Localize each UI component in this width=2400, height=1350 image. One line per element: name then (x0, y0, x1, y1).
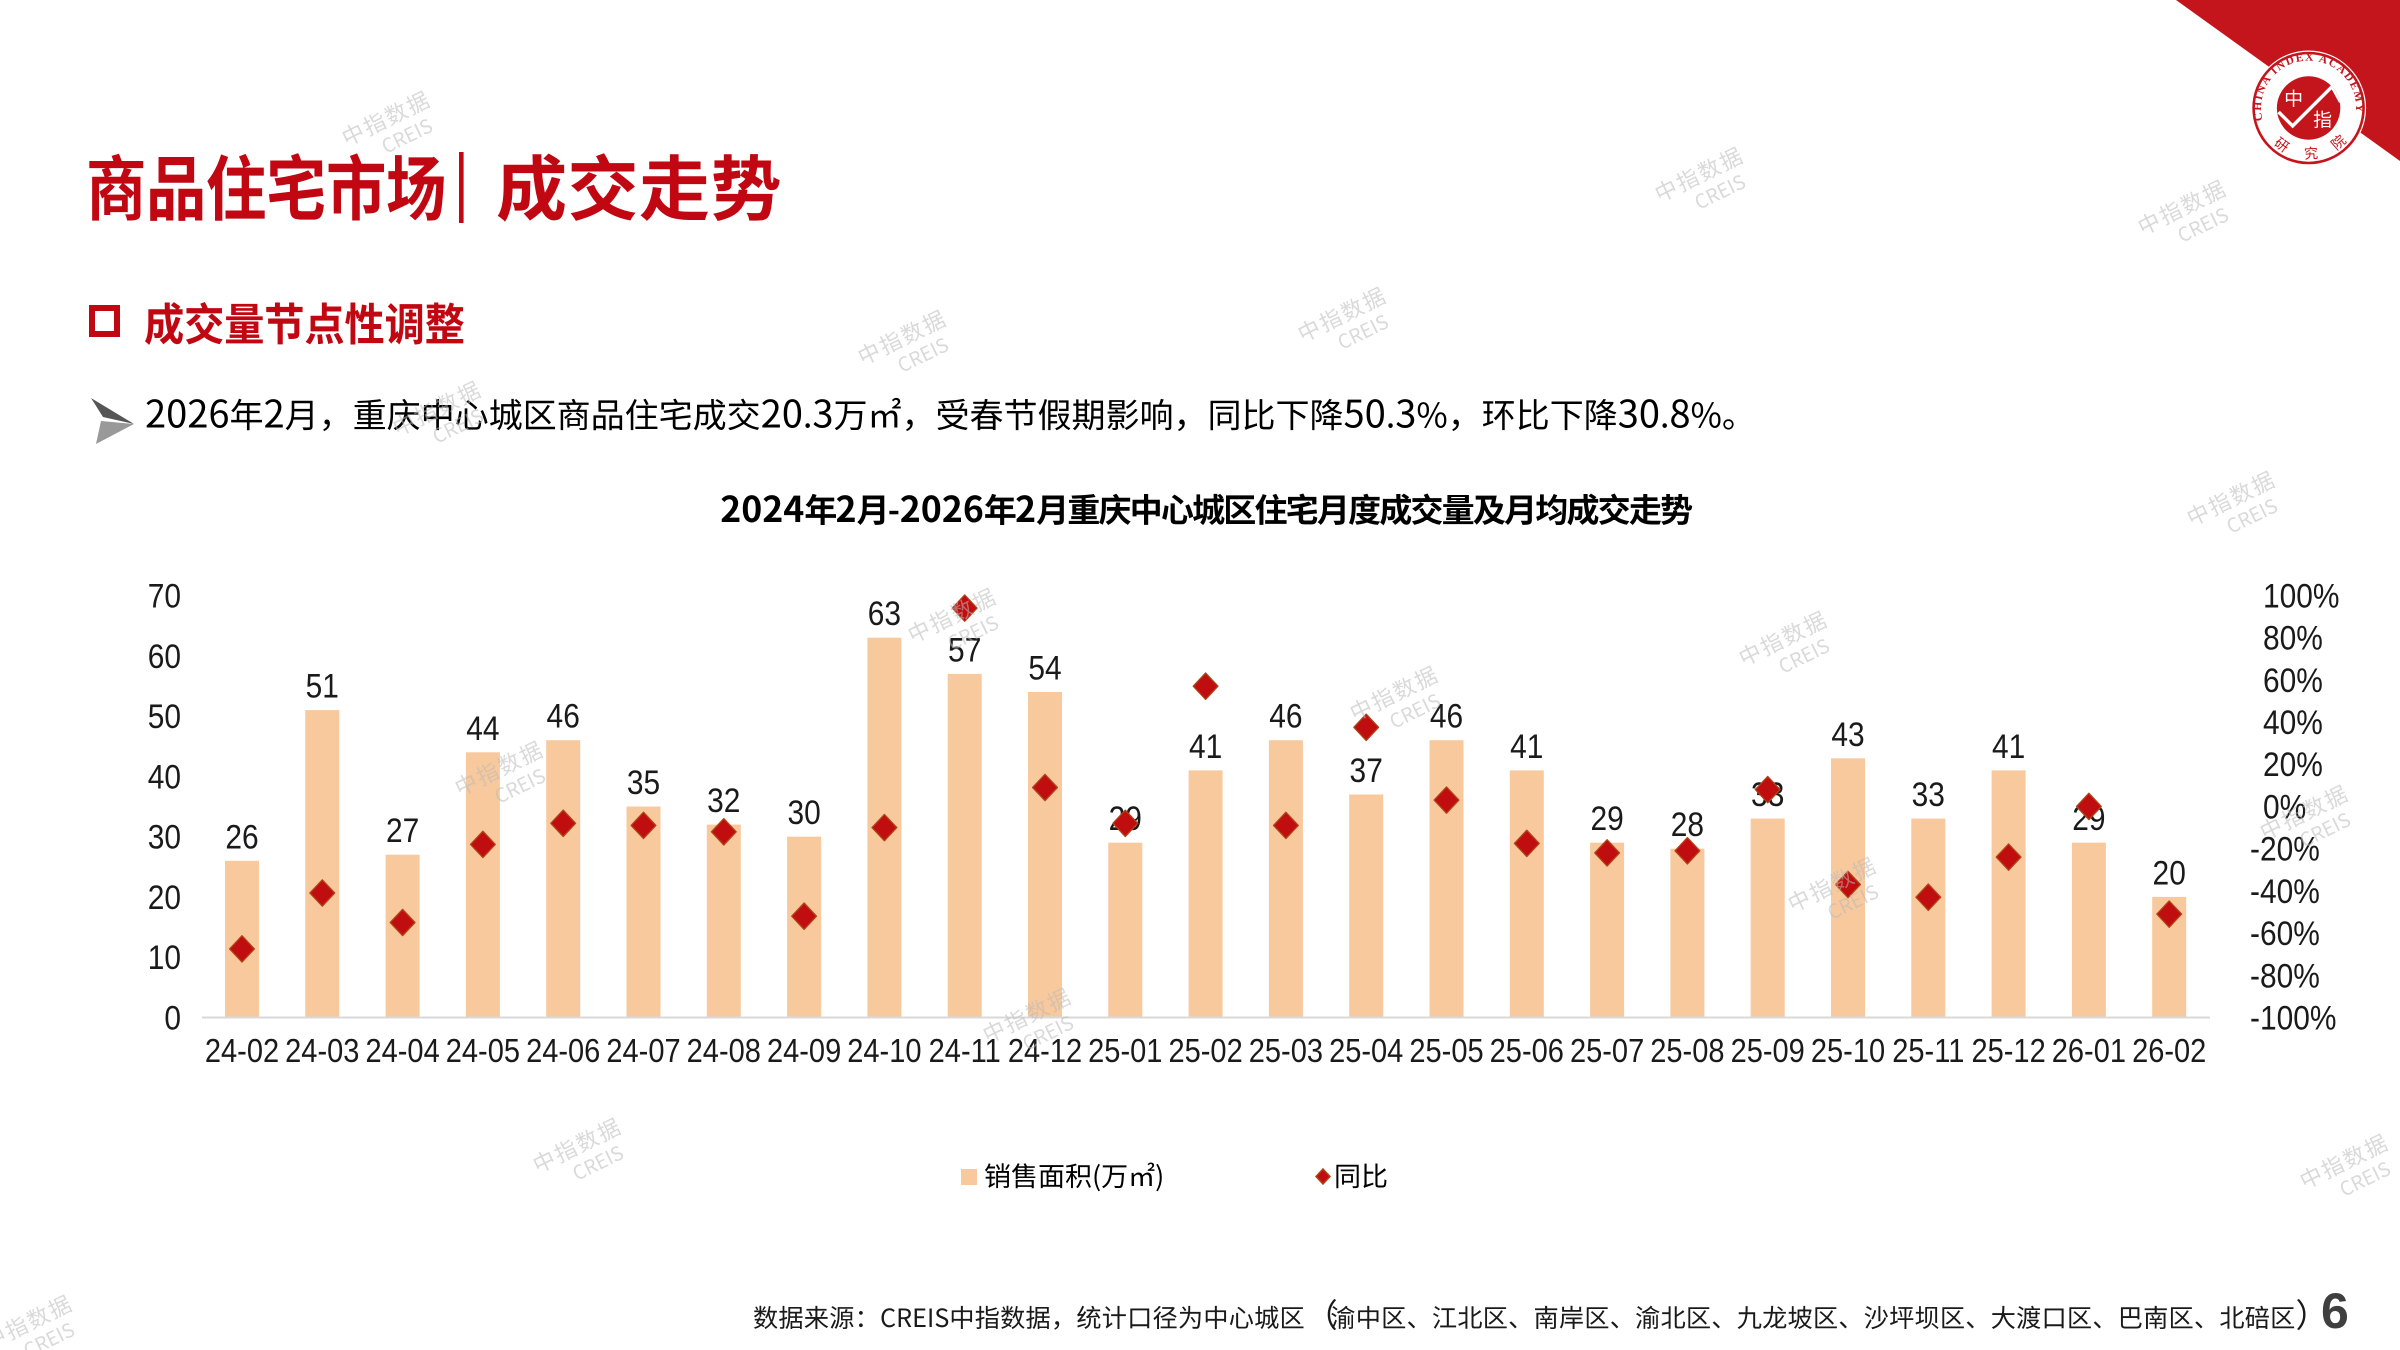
svg-text:24-09: 24-09 (767, 1032, 841, 1069)
svg-text:46: 46 (1430, 697, 1463, 735)
svg-text:25-05: 25-05 (1409, 1032, 1483, 1069)
svg-text:37: 37 (1350, 751, 1383, 789)
svg-text:-100%: -100% (2250, 999, 2336, 1037)
svg-text:27: 27 (386, 811, 419, 849)
svg-text:63: 63 (868, 594, 901, 632)
svg-text:25-10: 25-10 (1811, 1032, 1885, 1069)
svg-text:54: 54 (1028, 649, 1061, 687)
svg-text:41: 41 (1189, 727, 1222, 765)
svg-text:24-05: 24-05 (446, 1032, 520, 1069)
svg-text:40: 40 (148, 758, 181, 796)
svg-text:41: 41 (1992, 727, 2025, 765)
svg-text:24-04: 24-04 (365, 1032, 439, 1069)
svg-text:6: 6 (2321, 1283, 2349, 1339)
svg-text:-80%: -80% (2250, 957, 2320, 995)
svg-text:24-06: 24-06 (526, 1032, 600, 1069)
svg-text:51: 51 (306, 667, 339, 705)
svg-text:60%: 60% (2263, 661, 2323, 699)
svg-text:25-04: 25-04 (1329, 1032, 1403, 1069)
svg-text:25-12: 25-12 (1971, 1032, 2045, 1069)
svg-text:25-09: 25-09 (1731, 1032, 1805, 1069)
svg-text:-20%: -20% (2250, 830, 2320, 868)
svg-text:24-12: 24-12 (1008, 1032, 1082, 1069)
svg-text:60: 60 (148, 637, 181, 675)
svg-text:24-08: 24-08 (687, 1032, 761, 1069)
svg-text:25-01: 25-01 (1088, 1032, 1162, 1069)
svg-text:32: 32 (707, 781, 740, 819)
svg-text:0: 0 (164, 999, 181, 1037)
svg-text:25-08: 25-08 (1650, 1032, 1724, 1069)
svg-text:35: 35 (627, 763, 660, 801)
svg-text:20%: 20% (2263, 745, 2323, 783)
svg-text:46: 46 (1269, 697, 1302, 735)
svg-text:30: 30 (148, 818, 181, 856)
svg-text:26-02: 26-02 (2132, 1032, 2206, 1069)
svg-text:100%: 100% (2263, 577, 2340, 615)
svg-text:-60%: -60% (2250, 914, 2320, 952)
svg-text:44: 44 (466, 709, 499, 747)
svg-text:26: 26 (225, 818, 258, 856)
svg-text:40%: 40% (2263, 703, 2323, 741)
svg-text:25-02: 25-02 (1168, 1032, 1242, 1069)
svg-text:41: 41 (1510, 727, 1543, 765)
svg-text:25-06: 25-06 (1490, 1032, 1564, 1069)
svg-text:20: 20 (2153, 854, 2186, 892)
svg-text:70: 70 (148, 577, 181, 615)
svg-text:50: 50 (148, 697, 181, 735)
svg-text:43: 43 (1831, 715, 1864, 753)
svg-text:24-10: 24-10 (847, 1032, 921, 1069)
svg-text:26-01: 26-01 (2052, 1032, 2126, 1069)
svg-text:25-07: 25-07 (1570, 1032, 1644, 1069)
svg-text:24-07: 24-07 (606, 1032, 680, 1069)
svg-text:30: 30 (787, 793, 820, 831)
svg-text:10: 10 (148, 938, 181, 976)
svg-text:20: 20 (148, 878, 181, 916)
svg-text:33: 33 (1912, 775, 1945, 813)
svg-text:25-11: 25-11 (1892, 1032, 1964, 1069)
svg-text:25-03: 25-03 (1249, 1032, 1323, 1069)
svg-text:-40%: -40% (2250, 872, 2320, 910)
svg-text:29: 29 (1590, 799, 1623, 837)
svg-text:46: 46 (547, 697, 580, 735)
svg-text:24-03: 24-03 (285, 1032, 359, 1069)
svg-text:80%: 80% (2263, 619, 2323, 657)
svg-text:0%: 0% (2263, 788, 2306, 826)
svg-text:24-02: 24-02 (205, 1032, 279, 1069)
svg-text:24-11: 24-11 (929, 1032, 1001, 1069)
